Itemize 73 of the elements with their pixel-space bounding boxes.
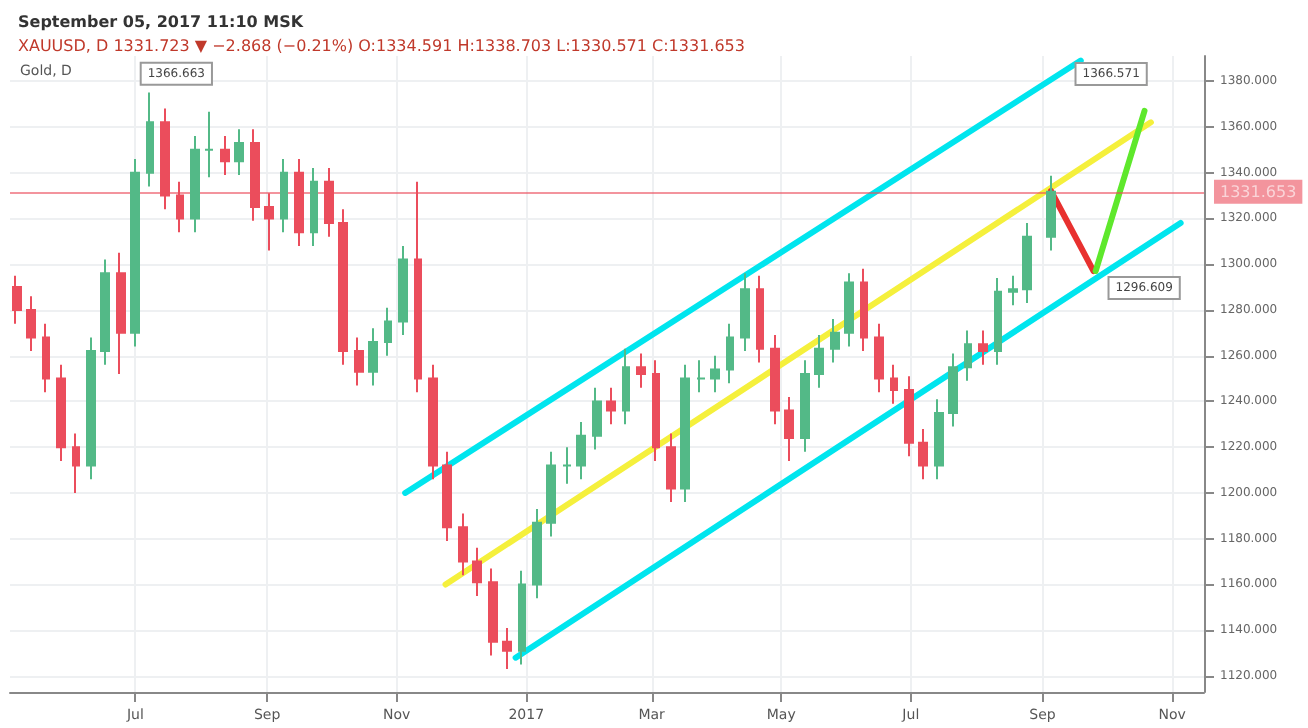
- candlestick: [368, 327, 378, 387]
- candlestick: [204, 110, 214, 179]
- candlestick: [756, 274, 764, 364]
- candlestick: [814, 334, 824, 389]
- candlestick: [532, 507, 542, 600]
- chart-title: September 05, 2017 11:10 MSK: [18, 13, 305, 31]
- candlestick: [398, 244, 408, 337]
- candlestick: [1008, 274, 1018, 307]
- candlestick: [472, 546, 482, 597]
- candlestick: [1022, 222, 1032, 305]
- candlestick: [100, 258, 110, 366]
- candlestick: [160, 107, 170, 211]
- candlestick: [918, 427, 928, 481]
- candlestick: [710, 354, 720, 394]
- candlestick: [116, 251, 126, 375]
- candlestick: [414, 180, 422, 394]
- candlestick: [310, 167, 318, 247]
- candlestick: [1046, 174, 1056, 252]
- candlestick: [294, 157, 304, 247]
- candlestick: [42, 322, 50, 394]
- candlestick: [562, 446, 572, 485]
- candlestick: [592, 386, 602, 451]
- candlestick: [502, 626, 512, 671]
- candlestick: [784, 395, 794, 462]
- candlestick: [488, 567, 498, 657]
- candlestick: [680, 363, 690, 504]
- candlestick: [652, 359, 660, 462]
- candlestick: [830, 318, 840, 364]
- candlestick: [606, 386, 616, 426]
- candlestick: [264, 192, 274, 252]
- candlestick: [442, 450, 452, 543]
- chart-subtitle: XAUUSD, D 1331.723 ▼ −2.868 (−0.21%) O:1334.591 H:1338.703 L:1330.571 C:1331.653: [18, 37, 745, 55]
- candlestick: [338, 208, 348, 366]
- candlestick: [384, 306, 392, 357]
- ref-line-label: 1331.653: [1220, 182, 1297, 201]
- candlestick: [546, 450, 556, 538]
- candlestick: [280, 157, 288, 234]
- candlestick: [636, 352, 646, 389]
- candlestick: [56, 363, 66, 462]
- candlestick: [354, 336, 364, 387]
- candlestick: [978, 329, 988, 366]
- candlestick: [86, 336, 96, 481]
- candlestick: [72, 432, 80, 494]
- candlestick: [576, 421, 586, 481]
- candlestick: [964, 329, 972, 382]
- candlestick: [518, 569, 526, 666]
- candlestick: [220, 135, 230, 176]
- candlestick: [458, 512, 468, 577]
- candlestick: [860, 267, 868, 353]
- candlestick: [904, 375, 914, 458]
- candlestick: [428, 363, 438, 481]
- candlestick: [874, 322, 884, 394]
- candlestick: [26, 295, 36, 353]
- candlestick: [190, 135, 200, 234]
- candlestick: [770, 334, 780, 426]
- candlestick: [740, 272, 750, 353]
- candlestick: [726, 322, 734, 385]
- candlestick: [176, 180, 184, 234]
- candlestick: [934, 398, 944, 481]
- candlestick: [324, 167, 334, 238]
- candlestick: [994, 276, 1002, 366]
- candlestick: [890, 363, 898, 405]
- candlestick: [696, 359, 706, 394]
- candlestick: [250, 128, 260, 222]
- candlestick: [666, 432, 676, 504]
- candlestick: [948, 352, 958, 428]
- candlestick: [622, 347, 630, 426]
- candlestick: [234, 128, 244, 176]
- candlestick: [800, 359, 810, 453]
- candlestick: [146, 91, 154, 188]
- candlestick: [12, 274, 22, 325]
- candlestick: [130, 157, 140, 348]
- candlestick: [844, 272, 854, 348]
